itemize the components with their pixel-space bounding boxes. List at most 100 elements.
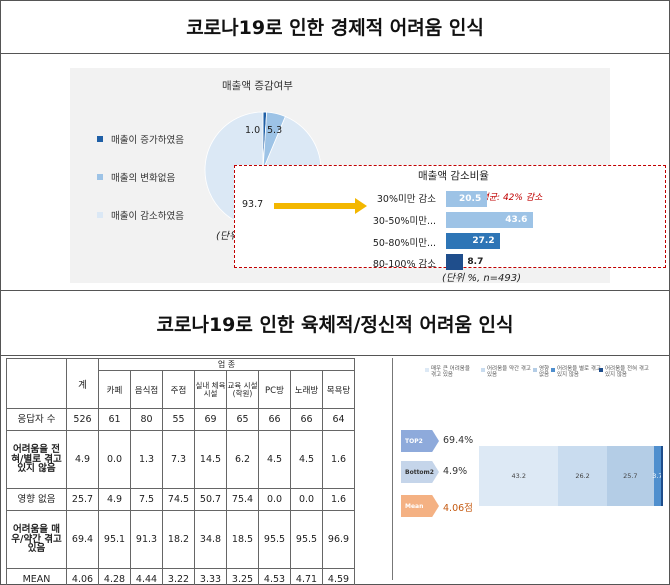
table-cell-total: 526 xyxy=(66,408,99,431)
summary-value: 4.9% xyxy=(443,466,468,477)
decrease-category: 80-100% 감소 xyxy=(372,259,436,270)
legend-label: 어려움을 약간 겪고 있음 xyxy=(487,366,531,379)
table-cell: 7.3 xyxy=(162,430,195,489)
decrease-bar xyxy=(446,233,501,249)
summary-badge: Bottom2 xyxy=(401,461,439,483)
decrease-title: 매출액 감소비율 xyxy=(418,170,489,182)
decrease-value-label: 20.5 xyxy=(459,194,482,204)
col-header: 실내 체육 시설 xyxy=(194,370,227,409)
table-cell: 66 xyxy=(290,408,323,431)
table-cell: 64 xyxy=(322,408,355,431)
col-header: 주점 xyxy=(162,370,195,409)
legend-label: 어려움을 전혀 겪고 있지 않음 xyxy=(605,366,649,379)
table-cell: 66 xyxy=(258,408,291,431)
decrease-value-label: 8.7 xyxy=(467,257,484,267)
table-cell: 95.5 xyxy=(290,510,323,569)
table-cell: 0.0 xyxy=(290,488,323,511)
col-header: 음식점 xyxy=(130,370,163,409)
arrow-shaft xyxy=(274,203,356,209)
legend-swatch xyxy=(97,135,103,142)
decrease-unit: (단위 %, n=493) xyxy=(442,273,522,284)
group-header: 업 종 xyxy=(98,358,355,371)
table-cell: 6.2 xyxy=(226,430,259,489)
table-cell: 65 xyxy=(226,408,259,431)
table-cell: 95.1 xyxy=(98,510,131,569)
legend-swatch xyxy=(481,368,485,372)
decrease-average-note: *평균: 42% 감소 xyxy=(476,193,543,203)
table-corner xyxy=(6,358,67,409)
col-header: 교육 시설 (학원) xyxy=(226,370,259,409)
table-row: 어려움을 매우/약간 겪고 있음 69.4 95.1 91.3 18.2 34.8 18.5… xyxy=(6,510,355,569)
legend-label: 매출의 변화없음 xyxy=(111,172,176,184)
legend-label: 매우 큰 어려움을 겪고 있음 xyxy=(431,366,470,379)
table-cell: 14.5 xyxy=(194,430,227,489)
arrow-right-icon xyxy=(355,198,367,214)
table-cell: 50.7 xyxy=(194,488,227,511)
table-cell-total: 4.06 xyxy=(66,568,99,585)
legend-swatch xyxy=(97,173,103,180)
legend-swatch xyxy=(551,368,555,372)
decrease-value-label: 27.2 xyxy=(472,236,495,246)
table-cell: 96.9 xyxy=(322,510,355,569)
legend-swatch xyxy=(97,211,103,218)
table-cell-total: 69.4 xyxy=(66,510,99,569)
pie-value-label-major: 93.7 xyxy=(242,199,264,210)
stacked-chart-panel: 매우 큰 어려움을 겪고 있음 어려움을 약간 겪고 있음 영향 없음 어려움을 별로… xyxy=(392,358,664,580)
pie-title: 매출액 증감여부 xyxy=(222,80,293,92)
table-cell-total: 4.9 xyxy=(66,430,99,489)
table-cell: 91.3 xyxy=(130,510,163,569)
pie-legend-item: 매출이 감소하였음 xyxy=(97,204,184,225)
table-cell: 4.5 xyxy=(290,430,323,489)
col-header: 카페 xyxy=(98,370,131,409)
legend-swatch xyxy=(425,368,429,372)
legend-label: 어려움을 별로 겪고 있지 않음 xyxy=(557,366,601,379)
table-row: 응답자 수 526 61 80 55 69 65 66 66 64 xyxy=(6,408,355,431)
table-header-row: 계 업 종 xyxy=(6,358,355,409)
row-header: MEAN xyxy=(6,568,67,585)
stacked-segment: 26.2 xyxy=(558,446,607,506)
table-cell: 3.22 xyxy=(162,568,195,585)
legend-swatch xyxy=(533,368,537,372)
table-cell: 69 xyxy=(194,408,227,431)
decrease-category: 50-80%미만... xyxy=(372,238,436,249)
stacked-segment: 25.7 xyxy=(606,446,654,506)
table-cell: 4.71 xyxy=(290,568,323,585)
row-header: 응답자 수 xyxy=(6,408,67,431)
table-row: 영향 없음 25.7 4.9 7.5 74.5 50.7 75.4 0.0 0.0 1.6 xyxy=(6,488,355,511)
legend-swatch xyxy=(599,368,603,372)
table-cell: 61 xyxy=(98,408,131,431)
table-cell: 1.6 xyxy=(322,488,355,511)
table-cell: 7.5 xyxy=(130,488,163,511)
pie-value-label: 5.3 xyxy=(267,125,283,136)
summary-badge: Mean xyxy=(401,495,439,517)
table-cell: 34.8 xyxy=(194,510,227,569)
legend-label: 매출이 증가하였음 xyxy=(111,134,184,146)
table-cell: 18.5 xyxy=(226,510,259,569)
stacked-segment: 3.7 xyxy=(652,446,663,506)
table-row: MEAN 4.06 4.28 4.44 3.22 3.33 3.25 4.53 4.71 4.59 xyxy=(6,568,355,585)
pie-legend-item: 매출이 증가하였음 xyxy=(97,128,184,149)
decrease-bar xyxy=(446,191,487,207)
industry-table: 계 업 종 카페 음식점 주점 실내 체육 시설 교육 시설 (학원) PC방 … xyxy=(6,358,355,585)
table-cell: 3.33 xyxy=(194,568,227,585)
row-header: 어려움을 전혀/별로 겪고 있지 않음 xyxy=(6,430,67,489)
table-cell: 95.5 xyxy=(258,510,291,569)
decrease-value-label: 43.6 xyxy=(505,215,528,225)
summary-value: 4.06점 xyxy=(443,503,473,514)
col-header: 목욕탕 xyxy=(322,370,355,409)
row-header: 어려움을 매우/약간 겪고 있음 xyxy=(6,510,67,569)
table-cell: 4.9 xyxy=(98,488,131,511)
decrease-bar xyxy=(446,254,464,270)
row-header: 영향 없음 xyxy=(6,488,67,511)
table-cell: 55 xyxy=(162,408,195,431)
decrease-category: 30-50%미만... xyxy=(372,216,436,227)
table-body: 응답자 수 526 61 80 55 69 65 66 66 64 어려움을 전혀/별로 겪고 있지… xyxy=(6,408,355,585)
stacked-segment xyxy=(660,446,663,506)
table-cell: 18.2 xyxy=(162,510,195,569)
table-cell: 1.3 xyxy=(130,430,163,489)
pie-value-label: 1.0 xyxy=(245,125,261,136)
table-cell: 4.53 xyxy=(258,568,291,585)
pie-legend: 매출이 증가하였음 매출의 변화없음 매출이 감소하였음 xyxy=(97,128,184,242)
table-cell: 80 xyxy=(130,408,163,431)
pie-legend-item: 매출의 변화없음 xyxy=(97,166,184,187)
